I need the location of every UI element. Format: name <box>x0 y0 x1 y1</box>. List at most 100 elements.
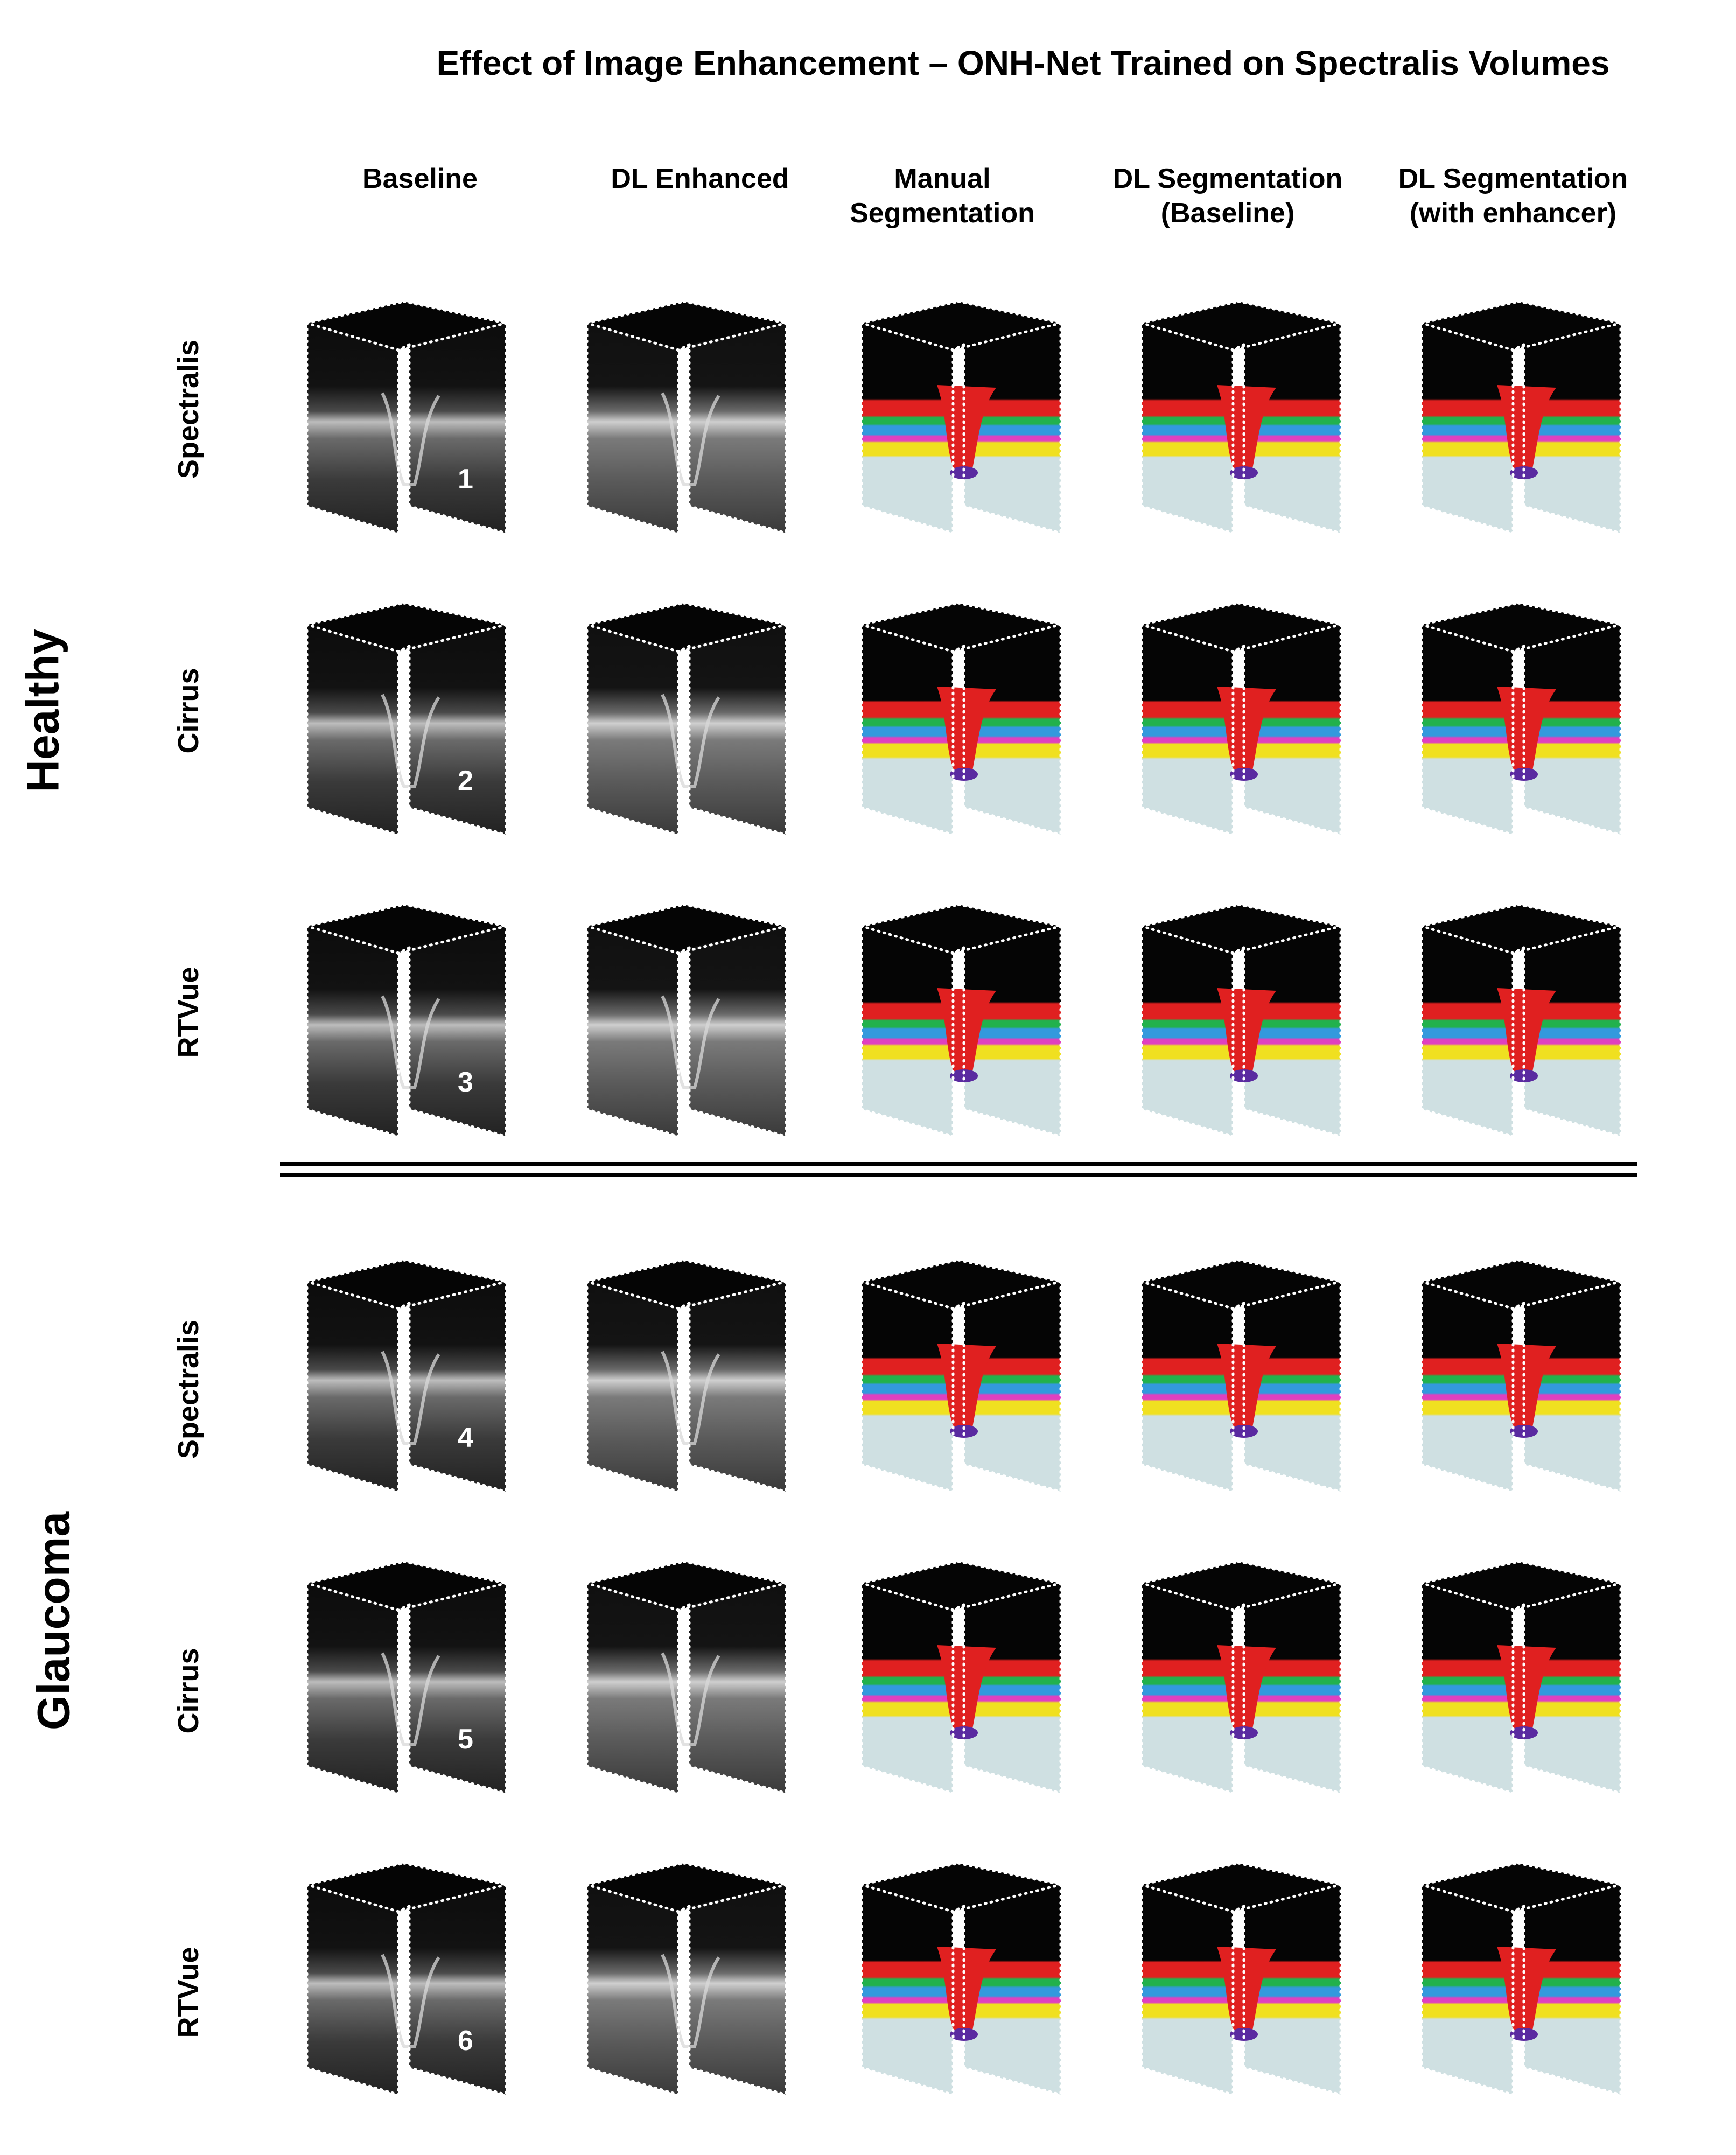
volume-right-face <box>1244 323 1341 533</box>
volume-right-face <box>1244 1885 1341 2095</box>
frame-edge <box>408 505 508 535</box>
frame-edge <box>305 505 400 535</box>
frame-edge <box>1511 925 1622 955</box>
frame-edge <box>1231 925 1342 955</box>
lamina-region <box>1510 768 1538 781</box>
frame-edge <box>1420 903 1520 928</box>
frame-edge <box>1231 623 1342 653</box>
frame-edge <box>677 946 691 955</box>
frame-edge <box>1517 1258 1622 1283</box>
volume-left-face <box>1142 1282 1233 1492</box>
volume-left-face <box>587 625 678 835</box>
frame-edge <box>1237 601 1342 626</box>
frame-edge <box>682 1862 788 1886</box>
frame-edge <box>305 321 400 352</box>
frame-edge <box>1420 925 1515 955</box>
frame-edge <box>1420 1108 1515 1138</box>
frame-edge <box>682 1560 788 1585</box>
frame-edge <box>585 925 680 955</box>
frame-edge <box>305 1108 400 1138</box>
volume-dl_base-healthy-rtvue <box>1136 894 1373 1147</box>
frame-edge <box>305 601 405 626</box>
volume-enhanced-glaucoma-cirrus <box>582 1551 818 1804</box>
frame-edge <box>305 300 405 325</box>
volume-enhanced-healthy-cirrus <box>582 592 818 845</box>
frame-edge <box>951 623 1062 653</box>
frame-edge <box>1231 1603 1245 1612</box>
frame-edge <box>1420 601 1520 626</box>
frame-edge <box>677 925 788 955</box>
column-header-dl-segmentation-baseline: DL Segmentation (Baseline) <box>1112 163 1343 229</box>
row-label-healthy-rtvue: RTVue <box>172 967 205 1058</box>
volume-left-face <box>1422 1282 1513 1492</box>
frame-edge <box>402 300 508 325</box>
volume-number-label: 5 <box>458 1724 473 1755</box>
frame-edge <box>1511 1108 1525 1138</box>
frame-edge <box>1237 300 1342 325</box>
frame-edge <box>305 1765 400 1795</box>
volume-dl_base-glaucoma-spectralis <box>1136 1249 1373 1502</box>
frame-edge <box>1140 601 1240 626</box>
volume-manual-healthy-cirrus <box>856 592 1093 845</box>
frame-edge <box>585 601 685 626</box>
frame-edge <box>305 1258 405 1283</box>
frame-edge <box>1511 645 1525 653</box>
frame-edge <box>860 1560 960 1585</box>
volume-baseline-healthy-cirrus: 2 <box>302 592 538 845</box>
volume-number-label: 4 <box>458 1422 473 1453</box>
frame-edge <box>397 925 508 955</box>
volume-right-face <box>409 1885 506 2095</box>
frame-edge <box>1420 2066 1515 2096</box>
frame-edge <box>1140 1258 1240 1283</box>
volume-right-face <box>1244 625 1341 835</box>
volume-manual-glaucoma-rtvue <box>856 1852 1093 2105</box>
optic-cup-outline <box>381 392 440 486</box>
frame-edge <box>1511 505 1525 535</box>
volume-left-face <box>587 323 678 533</box>
frame-edge <box>585 300 685 325</box>
frame-edge <box>860 1883 955 1913</box>
frame-edge <box>951 343 965 352</box>
volume-right-face <box>1524 323 1621 533</box>
optic-cup-outline <box>661 1351 720 1445</box>
lamina-region <box>1230 1726 1258 1739</box>
frame-edge <box>962 505 1062 535</box>
frame-edge <box>962 1765 1062 1795</box>
frame-edge <box>1140 1862 1240 1886</box>
frame-edge <box>585 1582 680 1612</box>
frame-edge <box>305 2066 400 2096</box>
frame-edge <box>397 1905 411 1913</box>
frame-edge <box>951 1905 965 1913</box>
frame-edge <box>397 321 508 352</box>
frame-edge <box>1140 1560 1240 1585</box>
volume-dl_enh-glaucoma-rtvue <box>1416 1852 1653 2105</box>
frame-edge <box>951 1883 1062 1913</box>
volume-baseline-glaucoma-rtvue: 6 <box>302 1852 538 2105</box>
frame-edge <box>1511 623 1622 653</box>
frame-edge <box>397 343 411 352</box>
frame-edge <box>1420 1582 1515 1612</box>
frame-edge <box>1511 1463 1525 1493</box>
volume-right-face <box>409 323 506 533</box>
volume-right-face <box>1524 1885 1621 2095</box>
volume-baseline-glaucoma-cirrus: 5 <box>302 1551 538 1804</box>
frame-edge <box>397 1883 508 1913</box>
frame-edge <box>408 2066 508 2096</box>
frame-edge <box>951 925 1062 955</box>
frame-edge <box>1420 505 1515 535</box>
frame-edge <box>1237 1258 1342 1283</box>
volume-right-face <box>964 323 1061 533</box>
column-header-baseline: Baseline <box>362 163 478 194</box>
volume-left-face <box>862 625 953 835</box>
volume-manual-glaucoma-spectralis <box>856 1249 1093 1502</box>
frame-edge <box>677 321 788 352</box>
frame-edge <box>397 2066 411 2096</box>
frame-edge <box>1522 1765 1622 1795</box>
frame-edge <box>677 1302 691 1310</box>
lamina-region <box>950 1726 978 1739</box>
frame-edge <box>677 343 691 352</box>
volume-right-face <box>964 1885 1061 2095</box>
frame-edge <box>951 2066 965 2096</box>
volume-baseline-glaucoma-spectralis: 4 <box>302 1249 538 1502</box>
optic-cup-outline <box>661 694 720 788</box>
